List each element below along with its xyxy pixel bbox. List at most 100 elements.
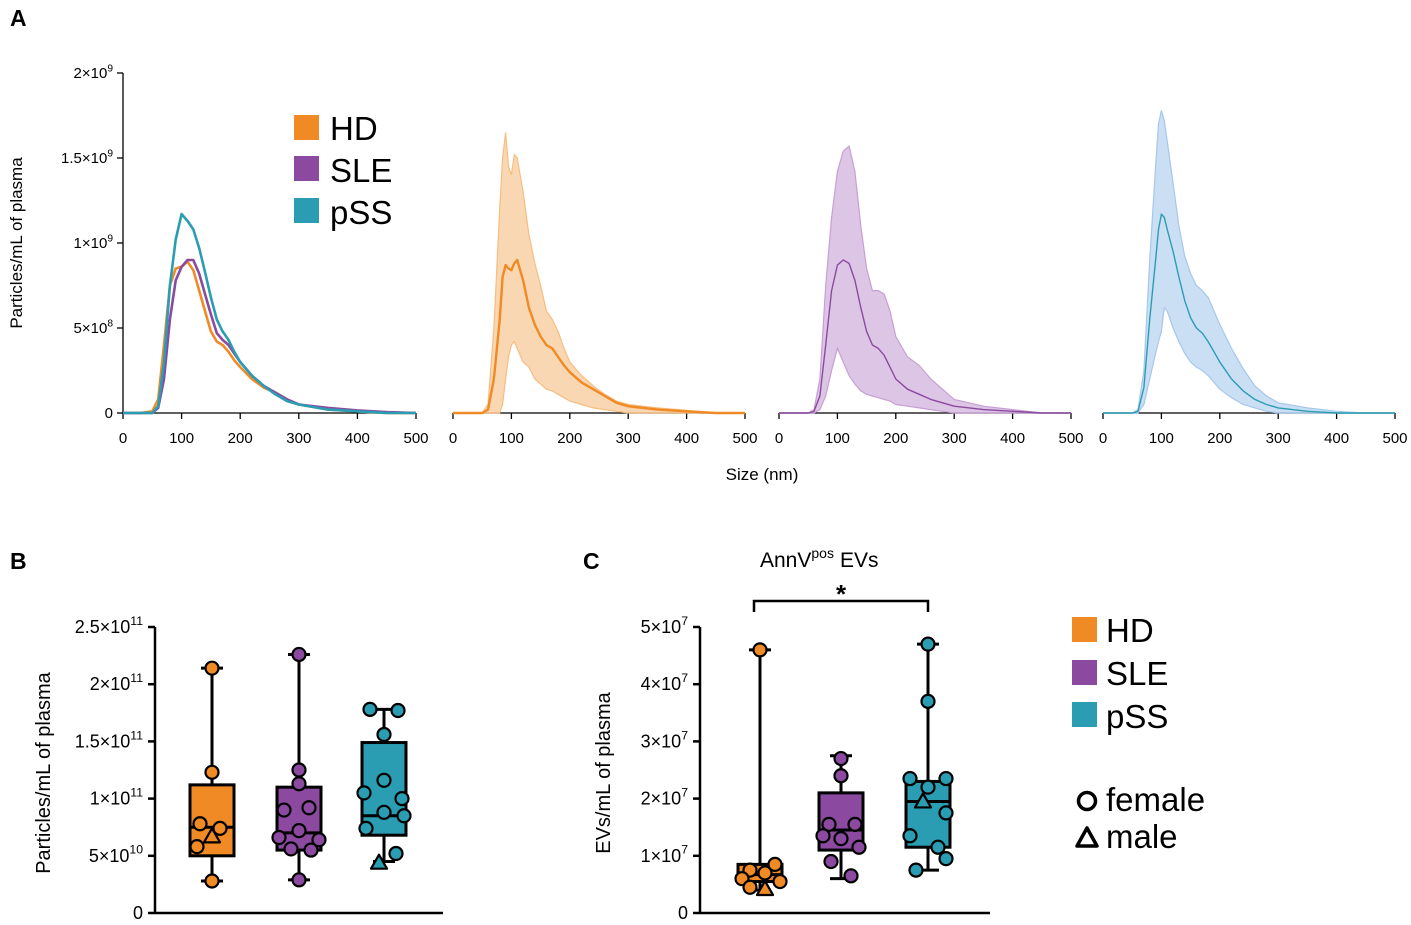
data-point-female (938, 851, 954, 867)
legend-a-swatch-sle (294, 156, 319, 181)
x-tick-label: 100 (499, 430, 524, 447)
y-tick-label: 0 (105, 405, 113, 422)
data-point-male (913, 792, 933, 809)
legend-c-label-sle: SLE (1106, 655, 1168, 692)
b-y-axis-label: Particles/mL of plasma (33, 671, 55, 873)
c-title: AnnVpos EVs (760, 545, 878, 572)
data-point-female (847, 816, 863, 832)
data-point-female (212, 820, 228, 836)
data-point-female (920, 779, 936, 795)
data-point-female (390, 702, 406, 719)
data-point-female (908, 862, 924, 878)
x-tick-label: 300 (616, 430, 641, 447)
data-point-female (772, 873, 788, 890)
x-tick-label: 100 (1149, 430, 1174, 447)
data-point-female (902, 770, 918, 787)
data-point-female (833, 768, 849, 784)
mean-line-pss (1103, 213, 1395, 414)
box-group-sle (271, 646, 327, 888)
chart-a-sle: 0 100 200 300 400 500 (775, 144, 1084, 447)
x-tick-label: 0 (1099, 430, 1107, 447)
legend-a-label-sle: SLE (330, 152, 392, 189)
legend-a-label-hd: HD (330, 110, 378, 147)
data-point-male (755, 879, 775, 897)
x-tick-label: 300 (1266, 430, 1291, 447)
data-point-female (388, 845, 404, 862)
data-point-female (376, 772, 392, 788)
data-point-female (767, 856, 783, 872)
data-point-female (204, 764, 220, 780)
sd-band-hd (453, 132, 745, 414)
x-tick-label: 400 (345, 430, 370, 447)
x-tick-label: 500 (1382, 430, 1407, 447)
y-tick-label: 1.5×109 (61, 148, 113, 167)
data-point-female (938, 805, 954, 821)
x-tick-label: 0 (119, 430, 127, 447)
legend-female-circle-icon (1076, 790, 1098, 812)
data-point-female (394, 790, 410, 807)
y-tick-label: 1×109 (74, 233, 114, 252)
sd-band-sle (779, 144, 1071, 414)
c-title-sup: pos (811, 545, 834, 561)
x-tick-label: 500 (732, 430, 757, 447)
x-tick-label: 200 (557, 430, 582, 447)
data-point-female (271, 829, 287, 846)
chart-c: 0 1×107 2×107 3×107 4×107 5×107 (641, 614, 990, 923)
y-tick-label: 0 (678, 903, 688, 923)
x-tick-label: 200 (883, 430, 908, 447)
legend-c-swatch-sle (1072, 660, 1097, 685)
legend-label-male: male (1106, 818, 1178, 855)
data-point-female (823, 853, 839, 870)
x-tick-label: 200 (1207, 430, 1232, 447)
a-y-axis-label: Particles/mL of plasma (7, 157, 26, 329)
legend-a: HD SLE pSS (294, 110, 392, 231)
x-tick-label: 400 (674, 430, 699, 447)
data-point-female (851, 839, 867, 855)
y-tick-label: 5×108 (74, 318, 114, 337)
mean-line-hd (453, 258, 745, 415)
legend-a-swatch-pss (294, 198, 319, 223)
data-point-female (843, 868, 859, 884)
x-tick-label: 500 (1058, 430, 1083, 447)
legend-c-swatch-hd (1072, 617, 1097, 642)
data-point-female (902, 828, 918, 844)
box-group-hd (734, 642, 788, 897)
data-point-female (291, 646, 307, 663)
panel-label-c: C (583, 548, 600, 574)
data-point-female (938, 770, 954, 787)
legend-label-female: female (1106, 781, 1205, 818)
legend-c-label-pss: pSS (1106, 698, 1168, 735)
box-group-pss (902, 636, 954, 878)
data-point-female (189, 839, 205, 855)
y-tick-label: 1.5×1011 (75, 728, 143, 751)
x-tick-label: 100 (825, 430, 850, 447)
data-point-female (742, 879, 758, 895)
legend-c-label-hd: HD (1106, 612, 1154, 649)
box-group-hd (188, 660, 236, 889)
data-point-female (920, 636, 936, 652)
c-title-main: AnnV (760, 549, 811, 572)
legend-male-triangle-icon (1075, 826, 1099, 848)
data-point-female (362, 701, 378, 717)
x-tick-label: 100 (169, 430, 194, 447)
chart-b: 0 5×1010 1×1011 1.5×1011 2×1011 2.5×1011 (75, 614, 443, 923)
data-point-male (202, 827, 222, 844)
legend-c-swatch-pss (1072, 702, 1097, 727)
x-tick-label: 500 (403, 430, 428, 447)
data-point-female (291, 776, 307, 792)
panel-label-a: A (10, 5, 27, 31)
data-point-female (833, 831, 849, 847)
chart-a-pss: 0 100 200 300 400 500 (1099, 110, 1408, 447)
x-tick-label: 400 (1324, 430, 1349, 447)
legend-c: HD SLE pSS female male (1072, 612, 1205, 855)
a-x-axis-label: Size (nm) (726, 465, 799, 484)
data-point-female (291, 872, 307, 888)
data-point-female (376, 804, 392, 820)
x-tick-label: 400 (1000, 430, 1025, 447)
y-tick-label: 3×107 (641, 728, 689, 751)
sd-band-pss (1103, 110, 1395, 414)
data-point-female (376, 726, 392, 743)
box-group-pss (356, 701, 412, 870)
data-point-female (301, 800, 317, 816)
